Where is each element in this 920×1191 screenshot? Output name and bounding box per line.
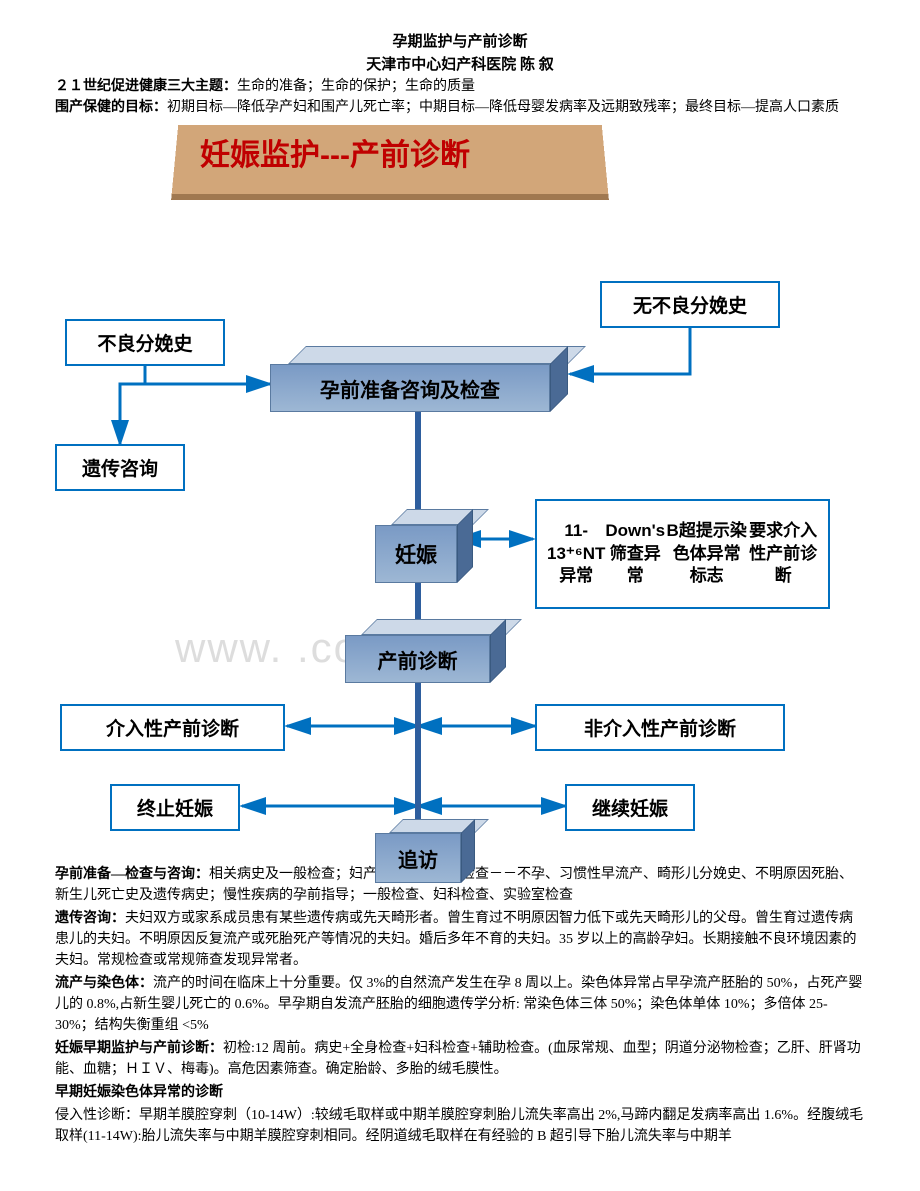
node-prepreg: 孕前准备咨询及检查: [270, 346, 568, 412]
page-title: 孕期监护与产前诊断: [55, 30, 865, 51]
arrow-1: [570, 325, 690, 374]
node-bad_history: 不良分娩史: [65, 319, 225, 366]
banner-text: 妊娠监护---产前诊断: [200, 130, 470, 174]
node-noninvasive: 非介入性产前诊断: [535, 704, 785, 751]
node-no_bad_history: 无不良分娩史: [600, 281, 780, 328]
spine-line: [415, 394, 421, 819]
arrow-0: [145, 363, 270, 384]
node-continue: 继续妊娠: [565, 784, 695, 831]
node-terminate: 终止妊娠: [110, 784, 240, 831]
intro-block: ２１世纪促进健康三大主题：生命的准备；生命的保护；生命的质量 围产保健的目标：初…: [55, 76, 865, 118]
intro2-rest: 初期目标—降低孕产妇和围产儿死亡率；中期目标—降低母婴发病率及远期致残率；最终目…: [167, 100, 839, 115]
page-subtitle: 天津市中心妇产科医院 陈 叙: [55, 53, 865, 74]
para-2: 流产与染色体：流产的时间在临床上十分重要。仅 3%的自然流产发生在孕 8 周以上…: [55, 973, 865, 1036]
intro2-bold: 围产保健的目标：: [55, 100, 167, 115]
node-genetic: 遗传咨询: [55, 444, 185, 491]
para-3: 妊娠早期监护与产前诊断：初检:12 周前。病史+全身检查+妇科检查+辅助检查。(…: [55, 1038, 865, 1080]
node-followup: 追访: [375, 819, 475, 883]
intro1-rest: 生命的准备；生命的保护；生命的质量: [237, 79, 475, 94]
para-4: 早期妊娠染色体异常的诊断: [55, 1082, 865, 1103]
node-prenatal: 产前诊断: [345, 619, 506, 683]
para-5: 侵入性诊断：早期羊膜腔穿刺（10-14W）:较绒毛取样或中期羊膜腔穿刺胎儿流失率…: [55, 1105, 865, 1147]
para-1: 遗传咨询：夫妇双方或家系成员患有某些遗传病或先天畸形者。曾生育过不明原因智力低下…: [55, 908, 865, 971]
node-nt_box: 11-13⁺⁶NT异常Down's筛查异常B超提示染色体异常标志要求介入性产前诊…: [535, 499, 830, 609]
intro1-bold: ２１世纪促进健康三大主题：: [55, 79, 237, 94]
arrow-2: [120, 384, 270, 444]
body-text: 孕前准备—检查与咨询：相关病史及一般检查；妇产科特殊病史与检查－－不孕、习惯性早…: [55, 864, 865, 1147]
flowchart: 妊娠监护---产前诊断 www. .com.cn 不良分娩史无不良分娩史孕前准备…: [55, 124, 865, 864]
arrows-layer: [55, 124, 865, 864]
node-pregnancy: 妊娠: [375, 509, 473, 583]
node-invasive: 介入性产前诊断: [60, 704, 285, 751]
